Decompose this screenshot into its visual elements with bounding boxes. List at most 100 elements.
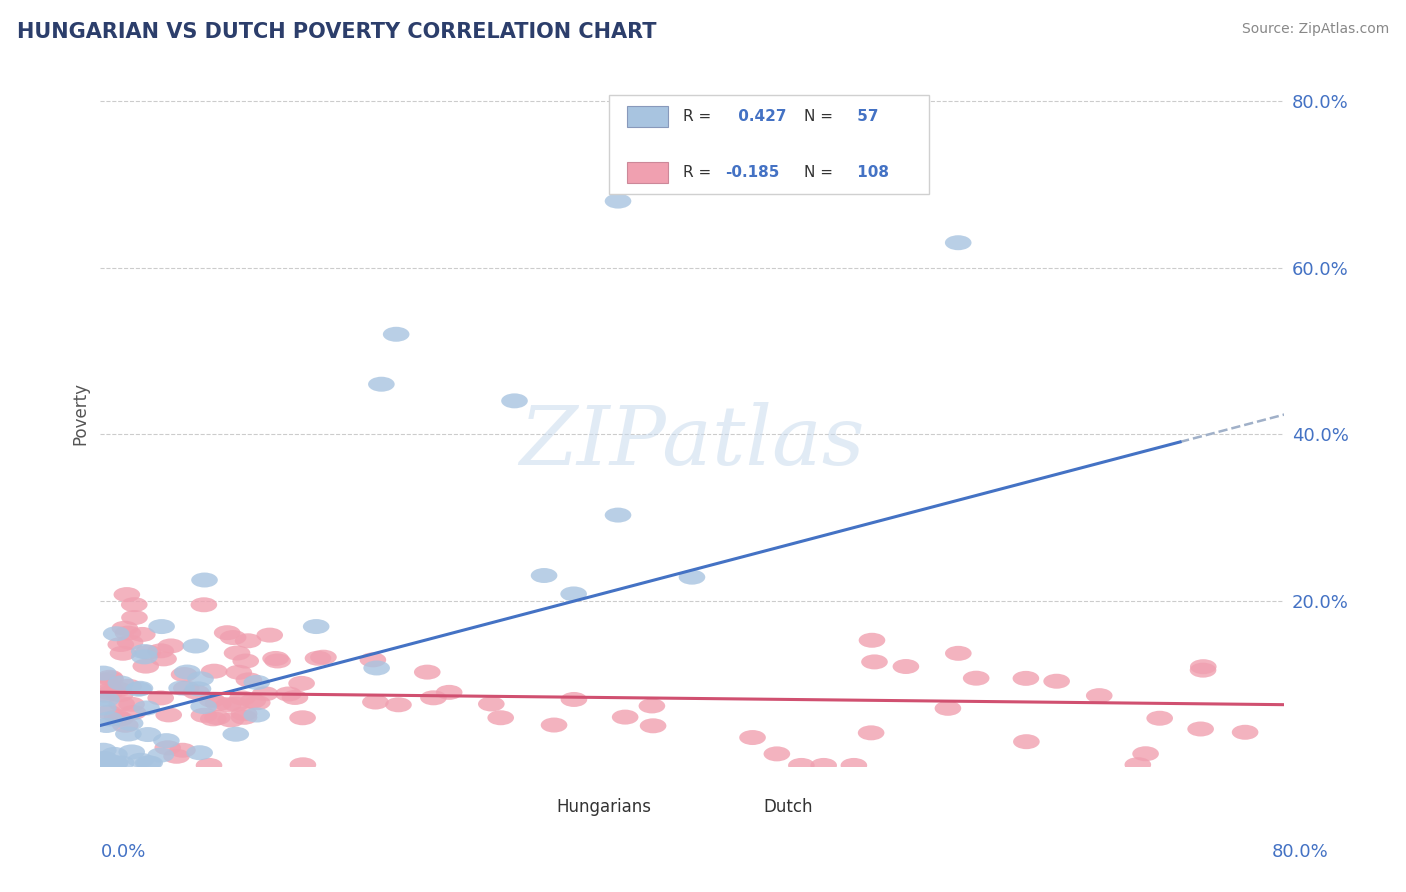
- Ellipse shape: [183, 639, 209, 654]
- FancyBboxPatch shape: [627, 105, 668, 127]
- Ellipse shape: [121, 597, 148, 612]
- Ellipse shape: [97, 672, 124, 686]
- Ellipse shape: [859, 632, 886, 648]
- Ellipse shape: [184, 681, 211, 697]
- Y-axis label: Poverty: Poverty: [72, 382, 89, 445]
- Ellipse shape: [131, 649, 157, 665]
- Ellipse shape: [90, 665, 117, 681]
- Ellipse shape: [191, 708, 218, 723]
- Ellipse shape: [360, 652, 387, 667]
- Ellipse shape: [436, 685, 463, 700]
- Ellipse shape: [114, 587, 141, 602]
- Ellipse shape: [1146, 711, 1173, 726]
- Ellipse shape: [101, 756, 128, 771]
- Ellipse shape: [239, 694, 266, 708]
- Ellipse shape: [97, 685, 124, 700]
- Ellipse shape: [243, 707, 270, 723]
- Ellipse shape: [91, 688, 118, 703]
- Ellipse shape: [1189, 663, 1216, 678]
- Ellipse shape: [148, 747, 174, 763]
- Ellipse shape: [640, 718, 666, 733]
- Ellipse shape: [120, 705, 146, 720]
- Ellipse shape: [103, 626, 129, 641]
- Ellipse shape: [763, 747, 790, 762]
- Ellipse shape: [605, 508, 631, 523]
- Text: N =: N =: [804, 109, 834, 124]
- Ellipse shape: [810, 758, 837, 773]
- Ellipse shape: [117, 715, 143, 731]
- Ellipse shape: [101, 747, 128, 762]
- Ellipse shape: [91, 751, 118, 766]
- Ellipse shape: [108, 696, 135, 711]
- Ellipse shape: [156, 707, 181, 723]
- Text: R =: R =: [682, 109, 711, 124]
- Ellipse shape: [190, 699, 217, 714]
- Ellipse shape: [363, 660, 389, 675]
- FancyBboxPatch shape: [721, 799, 755, 814]
- Ellipse shape: [93, 692, 120, 706]
- Ellipse shape: [488, 710, 515, 725]
- Ellipse shape: [945, 646, 972, 661]
- Text: -0.185: -0.185: [725, 165, 779, 180]
- Ellipse shape: [169, 743, 195, 757]
- Ellipse shape: [134, 700, 160, 715]
- Ellipse shape: [1189, 659, 1216, 674]
- Text: 57: 57: [852, 109, 879, 124]
- Ellipse shape: [108, 756, 135, 771]
- Ellipse shape: [97, 670, 124, 685]
- Ellipse shape: [169, 681, 195, 696]
- Ellipse shape: [232, 654, 259, 668]
- Ellipse shape: [96, 705, 122, 720]
- Ellipse shape: [107, 675, 134, 690]
- Ellipse shape: [229, 690, 256, 706]
- Ellipse shape: [245, 695, 270, 710]
- Ellipse shape: [605, 194, 631, 209]
- Ellipse shape: [91, 673, 118, 688]
- Ellipse shape: [163, 748, 190, 764]
- Ellipse shape: [363, 695, 388, 709]
- Ellipse shape: [214, 625, 240, 640]
- Ellipse shape: [252, 686, 278, 701]
- Ellipse shape: [118, 697, 145, 712]
- Ellipse shape: [501, 393, 527, 409]
- Ellipse shape: [290, 757, 316, 772]
- Ellipse shape: [963, 671, 990, 686]
- Ellipse shape: [302, 619, 329, 634]
- Ellipse shape: [118, 745, 145, 759]
- Ellipse shape: [115, 726, 142, 741]
- Ellipse shape: [382, 326, 409, 342]
- Ellipse shape: [148, 643, 174, 658]
- Ellipse shape: [222, 697, 249, 712]
- Ellipse shape: [1012, 671, 1039, 686]
- Ellipse shape: [90, 743, 117, 757]
- Ellipse shape: [935, 701, 962, 715]
- Ellipse shape: [107, 637, 134, 652]
- Text: 80.0%: 80.0%: [1272, 843, 1329, 861]
- Ellipse shape: [205, 696, 232, 711]
- Ellipse shape: [945, 235, 972, 251]
- Ellipse shape: [128, 753, 155, 768]
- Ellipse shape: [288, 676, 315, 691]
- Ellipse shape: [187, 672, 214, 686]
- Ellipse shape: [281, 690, 308, 705]
- Ellipse shape: [1132, 747, 1159, 761]
- Ellipse shape: [131, 644, 157, 659]
- Ellipse shape: [174, 665, 201, 680]
- Ellipse shape: [150, 651, 177, 666]
- Ellipse shape: [413, 665, 440, 680]
- Ellipse shape: [107, 712, 134, 726]
- Ellipse shape: [132, 658, 159, 673]
- Ellipse shape: [107, 687, 134, 702]
- Ellipse shape: [1014, 734, 1039, 749]
- Ellipse shape: [263, 651, 288, 666]
- Ellipse shape: [860, 655, 887, 669]
- Ellipse shape: [638, 698, 665, 714]
- Ellipse shape: [110, 646, 136, 661]
- Ellipse shape: [1187, 722, 1213, 737]
- Ellipse shape: [530, 568, 557, 583]
- Ellipse shape: [125, 681, 152, 697]
- Ellipse shape: [224, 646, 250, 660]
- Ellipse shape: [740, 730, 766, 745]
- Ellipse shape: [893, 659, 920, 674]
- Ellipse shape: [243, 675, 270, 690]
